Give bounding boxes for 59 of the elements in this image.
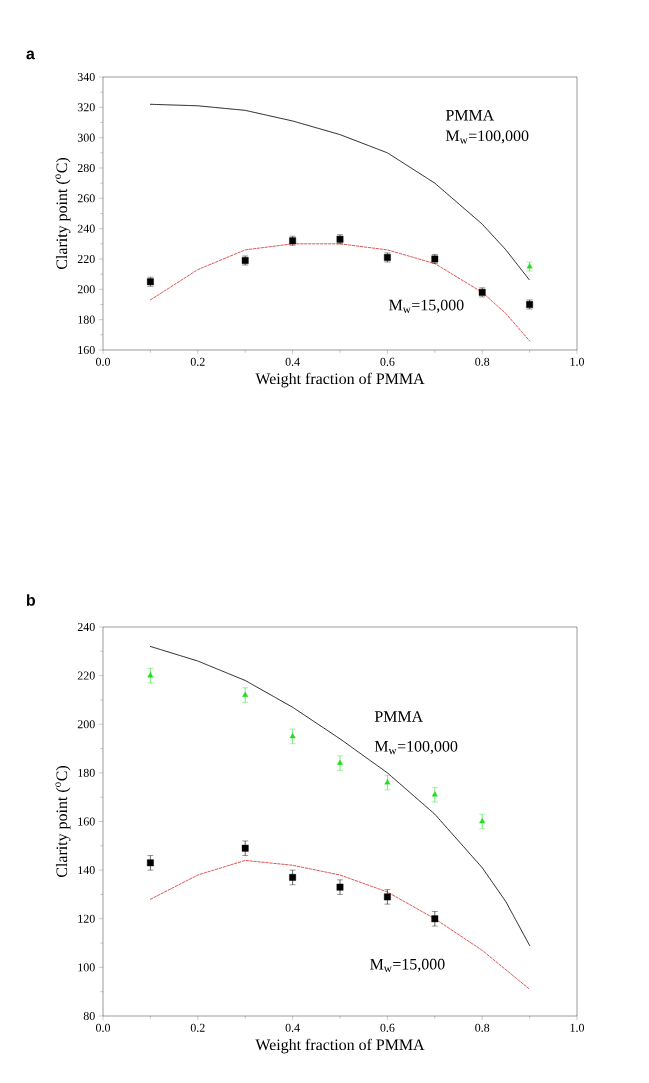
x-tick-label: 0.8: [475, 357, 490, 366]
point: [336, 883, 344, 891]
y-tick-label: 300: [77, 133, 95, 142]
annotation: M$_{w}$=100,000: [445, 130, 529, 144]
y-tick-label: 340: [77, 72, 95, 82]
y-tick-label: 240: [77, 622, 95, 632]
x-tick-label: 1.0: [570, 357, 585, 366]
annotation: M$_{w}$=100,000: [374, 740, 458, 755]
chart-title: a: [26, 50, 35, 60]
point: [384, 779, 391, 785]
point: [289, 874, 296, 881]
y-tick-label: 80: [83, 1011, 95, 1021]
y-tick-label: 220: [77, 254, 95, 264]
point: [289, 733, 296, 739]
point: [337, 759, 343, 765]
x-tick-label: 0.2: [190, 357, 205, 366]
x-tick-label: 0.0: [95, 1023, 111, 1032]
y-tick-label: 280: [77, 163, 95, 173]
y-tick-label: 220: [77, 671, 95, 680]
point: [431, 915, 439, 923]
y-tick-label: 100: [78, 963, 95, 972]
line-series: [149, 859, 531, 990]
x-axis-title: Weight fraction of PMMA: [255, 372, 425, 388]
line-series: [149, 645, 531, 946]
point: [479, 818, 486, 824]
y-tick-label: 140: [78, 866, 95, 875]
y-tick-label: 200: [77, 285, 95, 294]
x-tick-label: 0.0: [95, 357, 111, 366]
y-tick-label: 180: [78, 768, 95, 777]
x-tick-label: 0.8: [475, 1023, 490, 1032]
y-tick-label: 180: [78, 315, 95, 324]
y-tick-label: 240: [77, 224, 95, 233]
chart-title: b: [26, 594, 36, 606]
y-tick-label: 320: [77, 103, 95, 112]
annotation: M$_{w}$=15,000: [389, 299, 464, 313]
y-tick-label: 200: [77, 720, 95, 729]
x-tick-label: 0.4: [285, 1023, 300, 1032]
annotation: PMMA: [445, 109, 495, 121]
annotation: M$_{w}$=15,000: [370, 958, 445, 973]
y-axis-title: Clarity point ($^{o}$C): [55, 766, 71, 878]
x-tick-label: 0.6: [380, 357, 395, 366]
point: [147, 859, 154, 867]
point: [241, 844, 249, 852]
point: [384, 893, 391, 901]
point: [431, 791, 438, 797]
y-tick-label: 160: [78, 345, 95, 355]
x-tick-label: 0.2: [190, 1023, 205, 1032]
x-tick-label: 1.0: [570, 1023, 585, 1032]
y-tick-label: 160: [78, 817, 95, 826]
annotation: PMMA: [374, 711, 423, 722]
point: [242, 691, 249, 697]
y-tick-label: 120: [78, 914, 95, 923]
point: [147, 672, 154, 678]
x-tick-label: 0.6: [380, 1023, 395, 1032]
x-tick-label: 0.4: [285, 357, 300, 366]
line-series: [149, 103, 531, 281]
x-axis-title: Weight fraction of PMMA: [255, 1038, 425, 1054]
y-axis-title: Clarity point ($^{o}$C): [55, 158, 71, 269]
y-tick-label: 260: [77, 194, 95, 203]
